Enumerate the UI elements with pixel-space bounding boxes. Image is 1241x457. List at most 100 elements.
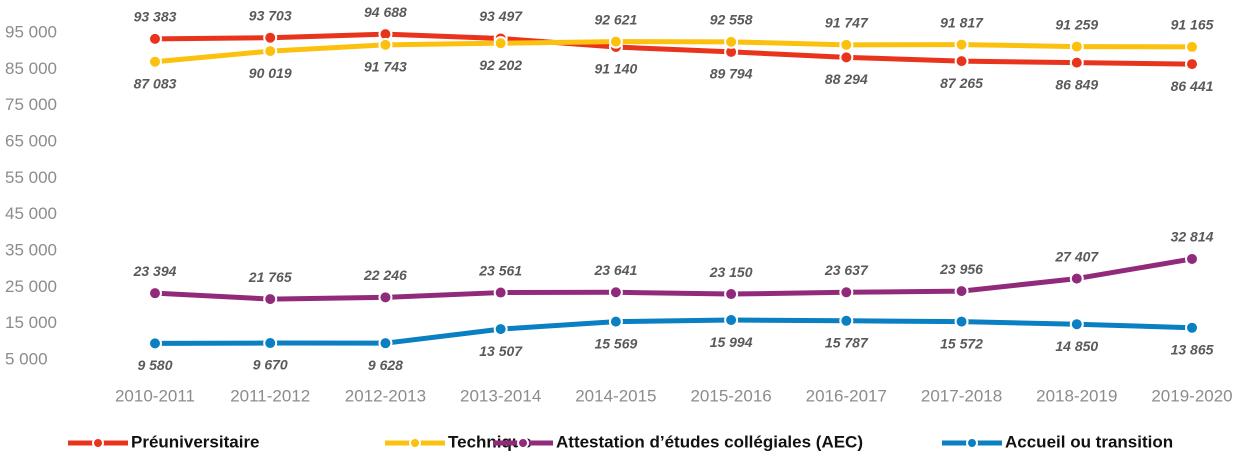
series-line	[154, 39, 1193, 65]
marker	[954, 314, 969, 329]
y-tick-label: 85 000	[5, 59, 57, 78]
y-tick-label: 75 000	[5, 95, 57, 114]
marker	[493, 285, 508, 300]
value-label: 23 561	[478, 262, 522, 278]
marker	[1069, 271, 1084, 286]
x-tick-label: 2017-2018	[921, 386, 1002, 405]
marker	[954, 37, 969, 52]
value-label: 9 670	[253, 357, 288, 373]
marker	[724, 287, 739, 302]
marker	[608, 314, 623, 329]
marker	[1069, 39, 1084, 54]
marker	[263, 292, 278, 307]
y-tick-label: 45 000	[5, 204, 57, 223]
x-tick-label: 2015-2016	[690, 386, 771, 405]
value-label: 15 569	[594, 335, 637, 351]
x-tick-label: 2019-2020	[1151, 386, 1232, 405]
marker	[378, 290, 393, 305]
marker	[724, 34, 739, 49]
value-label: 9 628	[368, 357, 403, 373]
y-tick-label: 95 000	[5, 22, 57, 41]
marker	[148, 31, 162, 46]
value-label: 22 246	[363, 267, 407, 283]
value-label: 23 150	[709, 264, 753, 280]
marker	[148, 54, 162, 69]
marker	[493, 322, 508, 337]
x-tick-label: 2018-2019	[1036, 386, 1117, 405]
value-label: 23 637	[824, 262, 869, 278]
x-tick-label: 2012-2013	[345, 386, 426, 405]
marker	[954, 284, 969, 299]
value-label: 9 580	[137, 357, 172, 373]
value-label: 32 814	[1171, 229, 1214, 245]
value-label: 88 294	[825, 71, 868, 87]
value-label: 21 765	[248, 269, 292, 285]
y-tick-label: 35 000	[5, 240, 57, 259]
value-label: 23 641	[593, 262, 637, 278]
marker	[263, 30, 278, 45]
legend-marker	[517, 437, 529, 449]
value-label: 94 688	[364, 4, 407, 20]
value-label: 15 572	[940, 335, 983, 351]
marker	[493, 36, 508, 51]
x-tick-label: 2010-2011	[115, 386, 195, 405]
value-label: 93 497	[479, 8, 523, 24]
value-label: 92 621	[594, 11, 637, 27]
marker	[1069, 55, 1084, 70]
value-label: 91 259	[1055, 16, 1098, 32]
value-label: 86 849	[1055, 76, 1098, 92]
value-label: 91 743	[364, 59, 407, 75]
value-label: 90 019	[249, 65, 292, 81]
marker	[1185, 320, 1199, 335]
series-line	[154, 317, 1193, 346]
x-tick-label: 2016-2017	[806, 386, 887, 405]
legend-label: Préuniversitaire	[131, 432, 260, 451]
y-tick-label: 25 000	[5, 277, 57, 296]
value-label: 91 747	[825, 15, 869, 31]
marker	[148, 336, 162, 351]
value-label: 92 558	[710, 12, 753, 28]
marker	[263, 336, 278, 351]
value-label: 91 817	[940, 14, 984, 30]
value-label: 13 507	[479, 343, 523, 359]
marker	[148, 286, 162, 301]
legend-label: Accueil ou transition	[1005, 432, 1173, 451]
value-label: 89 794	[710, 66, 753, 82]
marker	[839, 37, 854, 52]
marker	[1185, 251, 1199, 266]
marker	[378, 336, 393, 351]
marker	[839, 50, 854, 65]
value-label: 15 994	[710, 334, 753, 350]
legend-label: Attestation d’études collégiales (AEC)	[556, 432, 863, 451]
marker	[839, 313, 854, 328]
x-tick-label: 2013-2014	[460, 386, 541, 405]
marker	[1185, 39, 1199, 54]
value-label: 14 850	[1055, 338, 1098, 354]
y-tick-label: 55 000	[5, 168, 57, 187]
value-label: 93 383	[134, 9, 177, 25]
value-label: 15 787	[825, 335, 869, 351]
marker	[1185, 57, 1199, 72]
value-label: 87 083	[134, 75, 177, 91]
y-tick-label: 65 000	[5, 131, 57, 150]
value-label: 23 956	[939, 261, 983, 277]
x-tick-label: 2014-2015	[575, 386, 656, 405]
marker	[608, 34, 623, 49]
value-label: 23 394	[133, 263, 177, 279]
marker	[608, 285, 623, 300]
value-label: 91 165	[1171, 17, 1214, 33]
value-label: 93 703	[249, 7, 292, 23]
value-label: 27 407	[1054, 248, 1099, 264]
marker	[1069, 317, 1084, 332]
y-tick-label: 5 000	[5, 349, 48, 368]
value-label: 87 265	[940, 75, 983, 91]
value-label: 92 202	[479, 57, 522, 73]
value-label: 13 865	[1171, 341, 1214, 357]
marker	[263, 44, 278, 59]
series-line	[154, 31, 1193, 67]
legend-marker	[966, 437, 978, 449]
marker	[839, 285, 854, 300]
marker	[954, 54, 969, 69]
marker	[378, 37, 393, 52]
